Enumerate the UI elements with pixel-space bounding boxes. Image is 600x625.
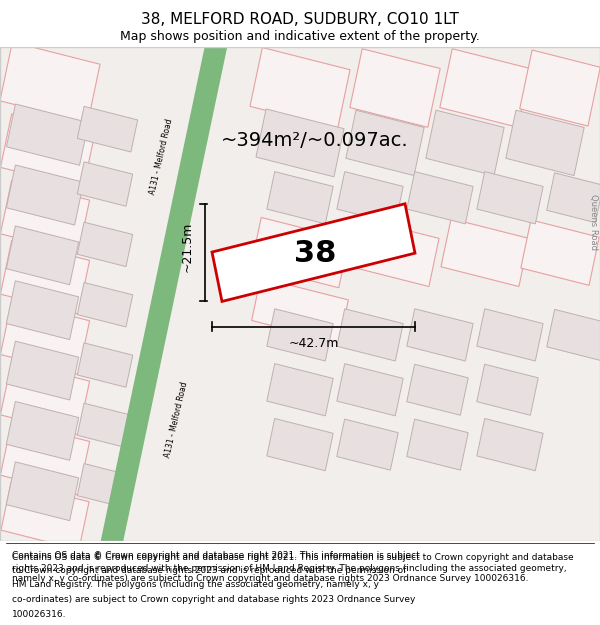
Text: ~42.7m: ~42.7m	[289, 337, 338, 349]
Polygon shape	[77, 106, 137, 152]
Polygon shape	[1, 482, 89, 550]
Polygon shape	[7, 165, 83, 225]
Polygon shape	[267, 309, 333, 361]
Polygon shape	[7, 401, 79, 460]
Polygon shape	[407, 364, 468, 415]
Polygon shape	[477, 419, 543, 471]
Polygon shape	[7, 462, 79, 521]
Polygon shape	[77, 222, 133, 267]
Polygon shape	[1, 361, 89, 434]
Text: to Crown copyright and database rights 2023 and is reproduced with the permissio: to Crown copyright and database rights 2…	[12, 566, 406, 574]
Polygon shape	[520, 50, 600, 126]
Polygon shape	[337, 172, 403, 224]
Polygon shape	[77, 282, 133, 327]
Polygon shape	[1, 241, 89, 314]
Text: co-ordinates) are subject to Crown copyright and database rights 2023 Ordnance S: co-ordinates) are subject to Crown copyr…	[12, 595, 415, 604]
Polygon shape	[547, 309, 600, 361]
Polygon shape	[95, 13, 233, 574]
Polygon shape	[251, 278, 349, 342]
Polygon shape	[256, 109, 344, 177]
Polygon shape	[346, 110, 424, 176]
Polygon shape	[521, 220, 599, 285]
Polygon shape	[506, 110, 584, 176]
Polygon shape	[77, 464, 133, 508]
Text: A131 - Melford Road: A131 - Melford Road	[163, 381, 189, 459]
Polygon shape	[426, 110, 504, 176]
Text: ~394m²/~0.097ac.: ~394m²/~0.097ac.	[221, 131, 409, 149]
Polygon shape	[267, 364, 333, 416]
Polygon shape	[1, 181, 89, 254]
Polygon shape	[251, 217, 349, 288]
Polygon shape	[440, 49, 530, 128]
Polygon shape	[350, 49, 440, 128]
Polygon shape	[1, 114, 95, 188]
Polygon shape	[351, 219, 439, 286]
Polygon shape	[0, 42, 100, 123]
Polygon shape	[212, 204, 415, 301]
Polygon shape	[477, 172, 543, 224]
Polygon shape	[337, 309, 403, 361]
Polygon shape	[77, 162, 133, 206]
Polygon shape	[547, 173, 600, 222]
Text: Map shows position and indicative extent of the property.: Map shows position and indicative extent…	[120, 31, 480, 44]
Polygon shape	[441, 219, 529, 286]
Polygon shape	[337, 364, 403, 416]
Text: Queens Road: Queens Road	[589, 194, 598, 251]
Polygon shape	[1, 301, 89, 374]
Text: Contains OS data © Crown copyright and database right 2021. This information is : Contains OS data © Crown copyright and d…	[12, 553, 574, 583]
Polygon shape	[267, 172, 333, 224]
Polygon shape	[407, 309, 473, 361]
Polygon shape	[7, 104, 89, 165]
Polygon shape	[250, 48, 350, 129]
Text: 38: 38	[294, 239, 336, 268]
Polygon shape	[407, 419, 468, 470]
Polygon shape	[7, 226, 79, 285]
Polygon shape	[77, 403, 133, 448]
Polygon shape	[267, 419, 333, 471]
Text: 38, MELFORD ROAD, SUDBURY, CO10 1LT: 38, MELFORD ROAD, SUDBURY, CO10 1LT	[141, 12, 459, 27]
Polygon shape	[7, 281, 79, 339]
Polygon shape	[7, 341, 79, 400]
Text: HM Land Registry. The polygons (including the associated geometry, namely x, y: HM Land Registry. The polygons (includin…	[12, 580, 379, 589]
Text: Contains OS data © Crown copyright and database right 2021. This information is : Contains OS data © Crown copyright and d…	[12, 551, 420, 560]
Text: 100026316.: 100026316.	[12, 610, 67, 619]
Polygon shape	[337, 419, 398, 470]
Polygon shape	[77, 343, 133, 388]
Polygon shape	[1, 422, 89, 495]
Polygon shape	[477, 364, 538, 415]
Polygon shape	[407, 172, 473, 224]
Polygon shape	[477, 309, 543, 361]
Text: A131 - Melford Road: A131 - Melford Road	[148, 118, 174, 196]
Text: ~21.5m: ~21.5m	[181, 222, 193, 272]
